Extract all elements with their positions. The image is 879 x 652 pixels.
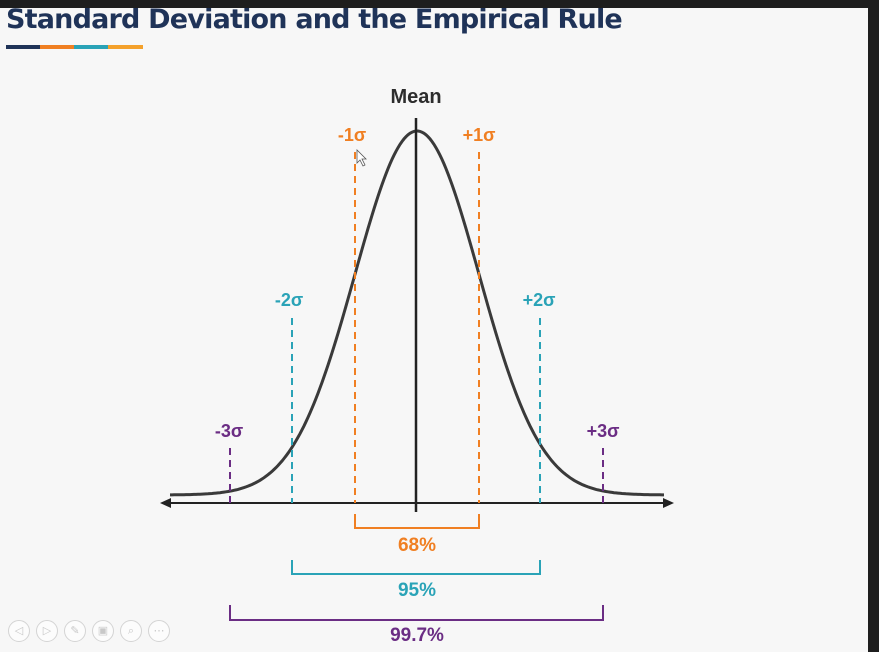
plus-1-sigma-label: +1σ bbox=[463, 125, 496, 145]
two-sigma-bracket bbox=[291, 560, 541, 575]
window-top-edge bbox=[0, 0, 879, 8]
mouse-cursor-icon bbox=[356, 149, 367, 167]
title-underline-segment-2 bbox=[40, 45, 74, 49]
window-right-edge bbox=[868, 8, 879, 652]
three-sigma-percent: 99.7% bbox=[390, 625, 444, 646]
one-sigma-bracket bbox=[354, 514, 480, 529]
x-axis-right-arrow bbox=[663, 498, 674, 508]
slide: Standard Deviation and the Empirical Rul… bbox=[0, 8, 868, 652]
three-sigma-bracket bbox=[229, 605, 604, 621]
more-icon[interactable]: ⋯ bbox=[148, 620, 170, 642]
slide-title: Standard Deviation and the Empirical Rul… bbox=[6, 8, 623, 35]
title-underline-segment-1 bbox=[6, 45, 40, 49]
title-underline-segment-3 bbox=[74, 45, 108, 49]
slides-icon[interactable]: ▣ bbox=[92, 620, 114, 642]
x-axis-left-arrow bbox=[160, 498, 171, 508]
plus-3-sigma-label: +3σ bbox=[587, 421, 620, 441]
previous-icon[interactable]: ◁ bbox=[8, 620, 30, 642]
pen-icon[interactable]: ✎ bbox=[64, 620, 86, 642]
minus-2-sigma-label: -2σ bbox=[275, 290, 303, 310]
plus-2-sigma-label: +2σ bbox=[523, 290, 556, 310]
minus-3-sigma-label: -3σ bbox=[215, 421, 243, 441]
mean-label: Mean bbox=[390, 86, 441, 108]
one-sigma-percent: 68% bbox=[398, 535, 436, 556]
next-icon[interactable]: ▷ bbox=[36, 620, 58, 642]
title-underline-segment-4 bbox=[108, 45, 143, 49]
minus-1-sigma-label: -1σ bbox=[338, 125, 366, 145]
two-sigma-percent: 95% bbox=[398, 580, 436, 601]
presentation-controls: ◁ ▷ ✎ ▣ ⌕ ⋯ bbox=[8, 620, 170, 642]
zoom-icon[interactable]: ⌕ bbox=[120, 620, 142, 642]
